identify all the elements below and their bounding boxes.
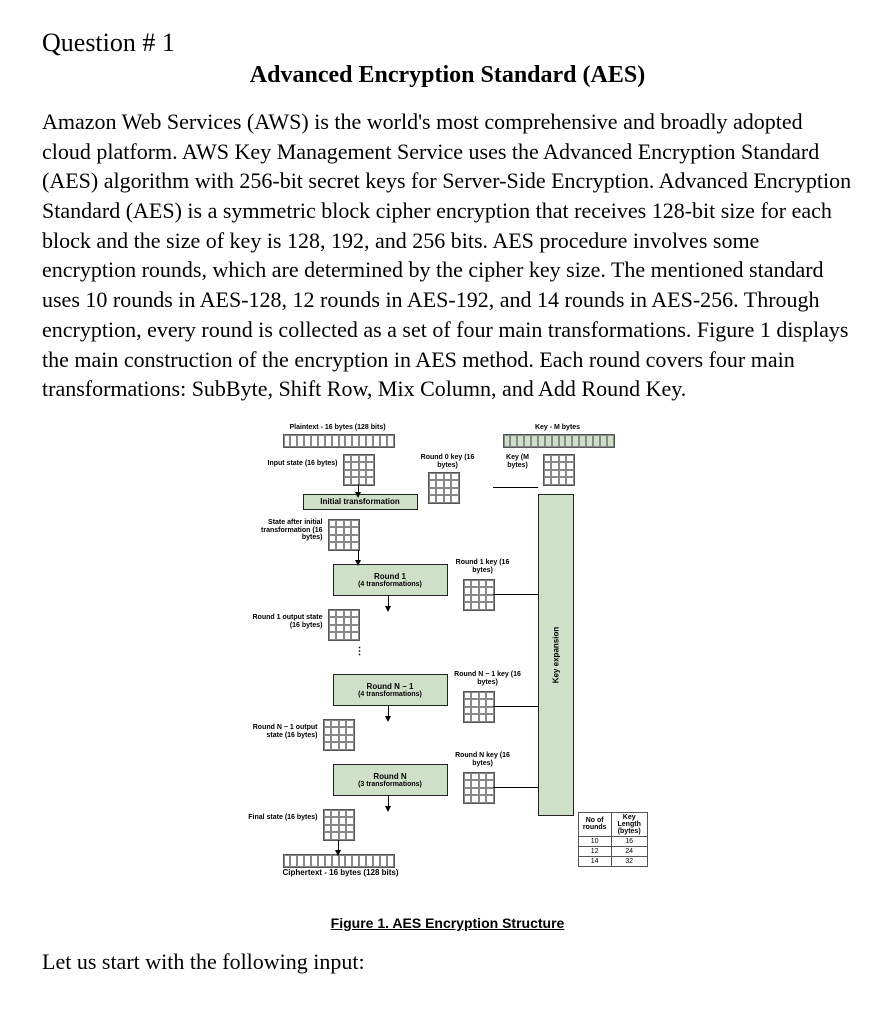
final-state-label: Final state (16 bytes) xyxy=(248,814,318,822)
key-expansion-box: Key expansion xyxy=(538,494,574,816)
plaintext-bytes xyxy=(283,434,395,448)
question-number: Question # 1 xyxy=(42,28,853,58)
aes-figure: Plaintext - 16 bytes (128 bits) Key - M … xyxy=(248,424,648,904)
figure-caption: Figure 1. AES Encryption Structure xyxy=(42,915,853,931)
table-header-keylen: Key Length (bytes) xyxy=(611,812,647,836)
round0-key-label: Round 0 key (16 bytes) xyxy=(418,454,478,469)
final-state-grid xyxy=(323,809,355,841)
roundN-main: Round N xyxy=(334,772,447,781)
round1-sub: (4 transformations) xyxy=(334,581,447,588)
table-row: 1432 xyxy=(578,856,647,866)
input-state-grid xyxy=(343,454,375,486)
key-top-label: Key - M bytes xyxy=(503,424,613,432)
arrow-down-icon xyxy=(385,806,391,812)
roundN-key-grid xyxy=(463,772,495,804)
arrow-down-icon xyxy=(385,716,391,722)
arrow-down-icon xyxy=(355,560,361,566)
connector-line xyxy=(493,706,538,707)
key-bytes xyxy=(503,434,615,448)
state-after-initial-grid xyxy=(328,519,360,551)
key-m-label: Key (M bytes) xyxy=(498,454,538,469)
round1-out-label: Round 1 output state (16 bytes) xyxy=(253,614,323,629)
input-state-label: Input state (16 bytes) xyxy=(268,460,338,468)
round1-key-label: Round 1 key (16 bytes) xyxy=(453,559,513,574)
table-row: 1016 xyxy=(578,836,647,846)
round0-key-grid xyxy=(428,472,460,504)
roundNm1-key-label: Round N − 1 key (16 bytes) xyxy=(453,671,523,686)
roundN-key-label: Round N key (16 bytes) xyxy=(453,752,513,767)
arrow-down-icon xyxy=(385,606,391,612)
roundNm1-box: Round N − 1 (4 transformations) xyxy=(333,674,448,706)
ciphertext-bytes xyxy=(283,854,395,868)
figure-container: Plaintext - 16 bytes (128 bits) Key - M … xyxy=(42,424,853,931)
roundNm1-sub: (4 transformations) xyxy=(334,691,447,698)
page: Question # 1 Advanced Encryption Standar… xyxy=(0,0,895,995)
arrow-down-icon xyxy=(335,850,341,856)
table-header-rounds: No of rounds xyxy=(578,812,611,836)
round1-out-grid xyxy=(328,609,360,641)
plaintext-label: Plaintext - 16 bytes (128 bits) xyxy=(283,424,393,432)
connector-line xyxy=(493,787,538,788)
body-paragraph: Amazon Web Services (AWS) is the world's… xyxy=(42,107,853,404)
rounds-table: No of rounds Key Length (bytes) 1016 122… xyxy=(578,812,648,867)
dots-indicator: ⋮ xyxy=(355,646,366,657)
arrow-down-icon xyxy=(355,492,361,498)
ciphertext-label: Ciphertext - 16 bytes (128 bits) xyxy=(283,869,433,878)
roundN-sub: (3 transformations) xyxy=(334,781,447,788)
state-after-initial-label: State after initial transformation (16 b… xyxy=(253,519,323,542)
key-m-grid xyxy=(543,454,575,486)
roundNm1-out-grid xyxy=(323,719,355,751)
round1-box: Round 1 (4 transformations) xyxy=(333,564,448,596)
roundN-box: Round N (3 transformations) xyxy=(333,764,448,796)
key-expansion-label: Key expansion xyxy=(551,627,560,683)
table-row: 1224 xyxy=(578,846,647,856)
connector-line xyxy=(493,594,538,595)
round1-main: Round 1 xyxy=(334,572,447,581)
connector-line xyxy=(493,487,538,488)
closing-text: Let us start with the following input: xyxy=(42,949,853,975)
initial-transformation-text: Initial transformation xyxy=(304,497,417,506)
round1-key-grid xyxy=(463,579,495,611)
roundNm1-main: Round N − 1 xyxy=(334,682,447,691)
roundNm1-out-label: Round N − 1 output state (16 bytes) xyxy=(248,724,318,739)
page-title: Advanced Encryption Standard (AES) xyxy=(42,62,853,89)
roundNm1-key-grid xyxy=(463,691,495,723)
